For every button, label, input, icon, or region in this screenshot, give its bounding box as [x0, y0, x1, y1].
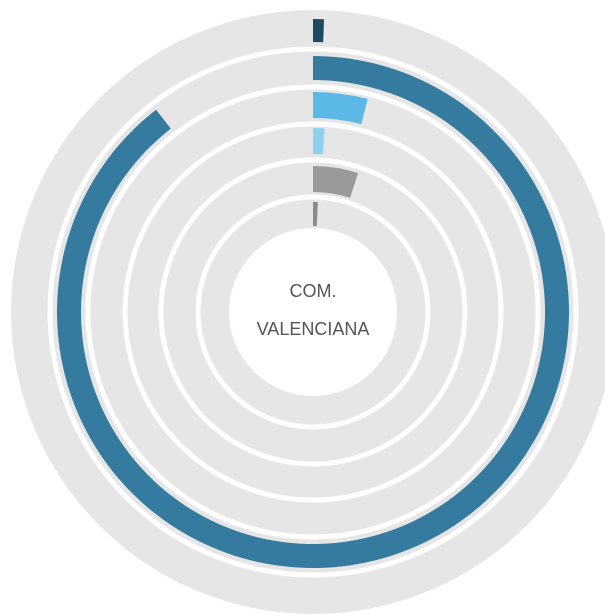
ring-separator	[85, 84, 541, 540]
center-disc	[229, 228, 397, 396]
radial-bar	[313, 166, 359, 198]
radial-bar	[313, 128, 325, 155]
ring-separator	[158, 157, 468, 467]
ring-separator	[122, 121, 504, 503]
radial-bar	[313, 202, 318, 227]
ring-separator	[47, 46, 579, 578]
ring-separator	[195, 194, 431, 430]
radial-bar	[313, 92, 368, 125]
chart-title: COM. VALENCIANA	[256, 281, 370, 339]
radial-bar	[313, 19, 325, 43]
